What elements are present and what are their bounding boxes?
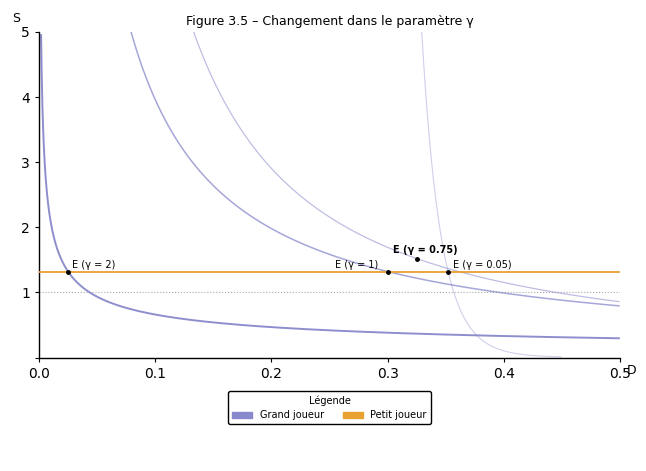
Text: E (γ = 0.75): E (γ = 0.75) — [393, 245, 458, 255]
Legend: Grand joueur, Petit joueur: Grand joueur, Petit joueur — [229, 391, 431, 424]
X-axis label: D: D — [627, 364, 636, 377]
Y-axis label: S: S — [12, 12, 20, 25]
Text: E (γ = 1): E (γ = 1) — [335, 260, 379, 270]
Text: E (γ = 0.05): E (γ = 0.05) — [453, 260, 512, 270]
Text: E (γ = 2): E (γ = 2) — [72, 260, 115, 270]
Title: Figure 3.5 – Changement dans le paramètre γ: Figure 3.5 – Changement dans le paramètr… — [185, 15, 474, 28]
